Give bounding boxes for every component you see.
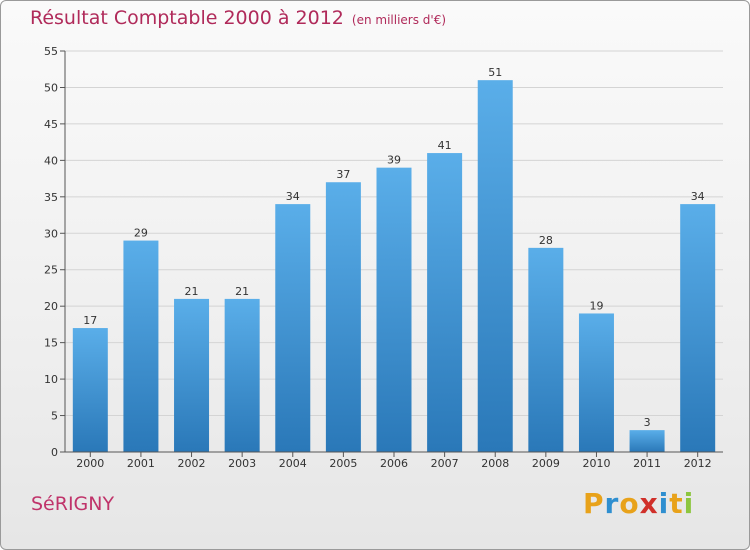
bar-2004[interactable] xyxy=(275,204,311,452)
y-tick-label: 30 xyxy=(44,227,58,240)
bar-2011[interactable] xyxy=(629,430,665,452)
logo-letter: P xyxy=(583,487,605,520)
y-tick-label: 10 xyxy=(44,373,58,386)
logo-letter: i xyxy=(683,487,695,520)
value-label-2007: 41 xyxy=(438,139,452,152)
y-tick-label: 45 xyxy=(44,118,58,131)
x-tick-label-2001: 2001 xyxy=(127,457,155,470)
value-label-2008: 51 xyxy=(488,66,502,79)
y-tick-label: 5 xyxy=(51,410,58,423)
value-label-2011: 3 xyxy=(644,416,651,429)
y-tick-label: 40 xyxy=(44,154,58,167)
value-label-2004: 34 xyxy=(286,190,300,203)
value-label-2002: 21 xyxy=(185,285,199,298)
logo-letter: x xyxy=(639,487,659,520)
value-label-2001: 29 xyxy=(134,227,148,240)
bar-2007[interactable] xyxy=(427,153,463,452)
bar-2008[interactable] xyxy=(477,80,513,452)
x-tick-label-2009: 2009 xyxy=(532,457,560,470)
y-tick-label: 0 xyxy=(51,446,58,459)
bar-2002[interactable] xyxy=(174,298,210,452)
y-tick-label: 15 xyxy=(44,337,58,350)
city-name: SéRIGNY xyxy=(31,493,115,515)
value-label-2003: 21 xyxy=(235,285,249,298)
bar-2003[interactable] xyxy=(224,298,260,452)
bar-2000[interactable] xyxy=(72,328,108,452)
x-tick-label-2003: 2003 xyxy=(228,457,256,470)
value-label-2012: 34 xyxy=(691,190,705,203)
bar-2009[interactable] xyxy=(528,247,564,452)
bar-2010[interactable] xyxy=(578,313,614,452)
x-tick-label-2008: 2008 xyxy=(481,457,509,470)
logo-letter: i xyxy=(658,487,670,520)
y-tick-label: 25 xyxy=(44,264,58,277)
x-tick-label-2012: 2012 xyxy=(684,457,712,470)
bar-2012[interactable] xyxy=(680,204,716,452)
x-tick-label-2004: 2004 xyxy=(279,457,307,470)
x-tick-label-2007: 2007 xyxy=(431,457,459,470)
value-label-2005: 37 xyxy=(336,168,350,181)
value-label-2000: 17 xyxy=(83,314,97,327)
y-tick-label: 55 xyxy=(44,45,58,58)
axes: 0 5 10 15 20 25 30 35 40 45 50 55 2000 2001 2002 2003 20… xyxy=(44,45,723,470)
logo-letter: r xyxy=(604,487,620,520)
x-tick-label-2006: 2006 xyxy=(380,457,408,470)
value-labels: 17 29 21 21 34 37 39 41 51 28 19 3 34 xyxy=(83,66,704,429)
y-tick-label: 50 xyxy=(44,81,58,94)
x-tick-label-2002: 2002 xyxy=(178,457,206,470)
logo-letter: t xyxy=(669,487,684,520)
logo-letter: o xyxy=(619,487,640,520)
chart-title: Résultat Comptable 2000 à 2012 (en millie… xyxy=(30,7,446,29)
chart-title-text: Résultat Comptable 2000 à 2012 xyxy=(30,7,344,29)
bar-2006[interactable] xyxy=(376,167,412,452)
chart-unit: (en milliers d'€) xyxy=(351,13,447,27)
value-label-2009: 28 xyxy=(539,234,553,247)
x-tick-label-2011: 2011 xyxy=(633,457,661,470)
value-label-2006: 39 xyxy=(387,154,401,167)
proxiti-logo[interactable]: Proxiti xyxy=(583,487,694,520)
bars xyxy=(72,80,716,452)
x-tick-label-2000: 2000 xyxy=(76,457,104,470)
x-tick-label-2005: 2005 xyxy=(329,457,357,470)
bar-2001[interactable] xyxy=(123,240,159,452)
x-tick-label-2010: 2010 xyxy=(582,457,610,470)
bar-2005[interactable] xyxy=(325,182,361,452)
y-tick-label: 20 xyxy=(44,300,58,313)
y-tick-label: 35 xyxy=(44,191,58,204)
value-label-2010: 19 xyxy=(589,299,603,312)
